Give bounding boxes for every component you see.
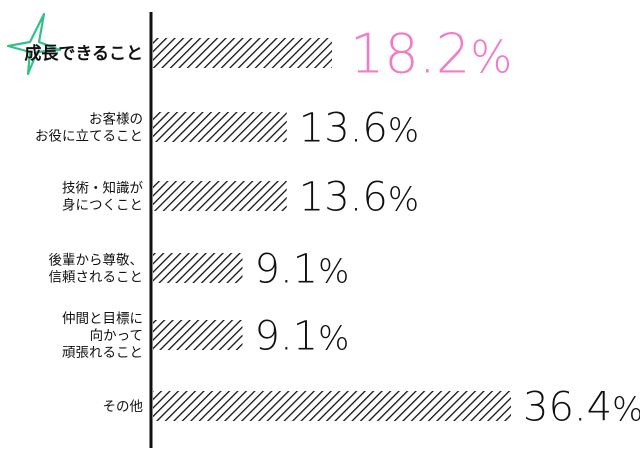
category-label-2: お客様のお役に立てること [35,111,143,145]
value-label-1: 18.2% [350,22,512,85]
bar-3 [153,181,287,211]
category-label-4: 後輩から尊敬、信頼されること [49,253,144,286]
bar-4 [153,253,243,283]
bar-1 [153,38,332,68]
value-label-6: 36.4% [523,384,640,430]
category-labels-group: 成長できることお客様のお役に立てること技術・知識が身につくこと後輩から尊敬、信頼… [24,43,143,415]
value-label-2: 13.6% [299,105,419,151]
star-outline-icon [6,12,62,76]
bars-group [153,38,511,421]
bar-2 [153,112,287,142]
value-labels-group: 18.2% 13.6% 13.6% 9.1% 9.1% 36.4% [255,22,640,430]
bar-5 [153,320,243,350]
category-label-6: その他 [103,399,144,415]
category-label-3: 技術・知識が身につくこと [62,180,143,214]
category-label-5: 仲間と目標に向かって頑張れること [62,311,143,361]
value-label-5: 9.1% [255,313,350,359]
value-label-3: 13.6% [299,174,419,220]
bar-6 [153,391,511,421]
category-label-1: 成長できること [24,43,143,64]
value-label-4: 9.1% [255,246,350,292]
